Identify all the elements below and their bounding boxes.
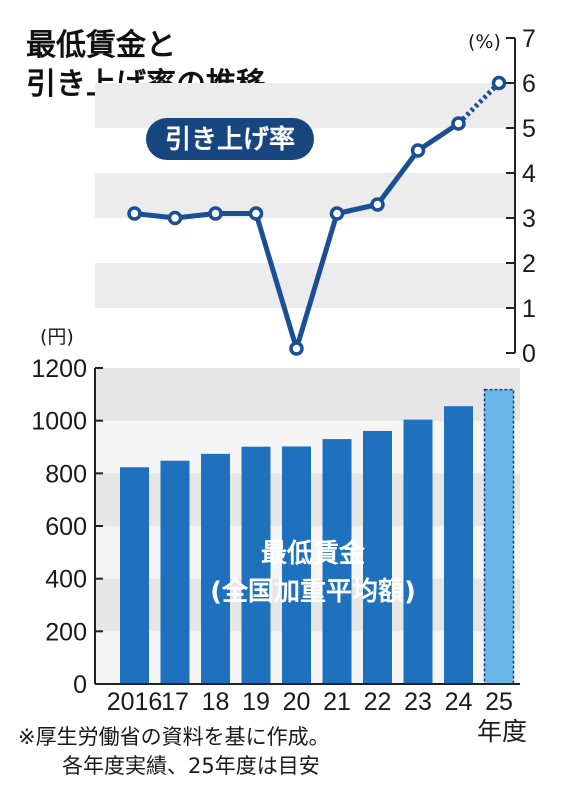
line-y-tick-label: 2 [522,250,536,278]
x-axis-label: 年度 [477,718,527,746]
bar [120,467,149,684]
line-point [370,197,385,212]
line-y-tick-label: 6 [522,70,536,98]
line-y-tick-label: 4 [522,160,536,188]
bar [282,446,311,684]
bar [201,453,230,684]
line-point [329,206,345,221]
line-y-tick-label: 7 [522,25,536,53]
line-series [127,75,507,356]
x-tick-label: 22 [364,688,392,716]
line-point [451,116,466,131]
estimate-note: 各年度実績、25年度は目安 [62,754,320,778]
line-point [167,210,183,226]
x-tick-label: 25 [485,688,513,716]
x-tick-label: 24 [445,688,473,716]
bar-y-tick-label: 0 [73,671,87,699]
line-y-tick-label: 1 [522,295,536,323]
line-y-tick-label: 0 [522,340,536,368]
bar-y-tick-label: 200 [45,618,87,646]
line-unit-label: (%) [468,31,501,53]
line-point [248,206,264,221]
x-tick-label: 2016 [107,688,163,716]
bar-series-sublabel: (全国加重平均額) [210,576,416,607]
line-y-tick-label: 5 [522,115,536,143]
line-chart-axis: (%) 0 1 2 3 4 5 6 7 [468,25,536,368]
x-tick-label: 18 [202,688,230,716]
bar [444,406,473,684]
x-tick-label: 20 [283,688,311,716]
line-series-badge: 引き上げ率 [146,118,314,160]
x-tick-label: 23 [404,688,432,716]
line-badge-background [146,118,314,160]
bar [322,439,352,684]
line-point [491,75,507,91]
bar-y-tick-label: 1000 [31,408,87,436]
bar [363,430,392,684]
chart-title-line1: 最低賃金と [26,28,176,63]
bar-y-tick-label: 400 [45,566,87,594]
x-tick-label: 17 [161,688,189,716]
bar-chart-axis: (円) 0 200 400 600 800 1000 1200 [31,326,103,699]
bar [241,446,271,684]
bar-unit-label: (円) [40,326,74,348]
line-chart-bands [95,83,515,308]
bar-series [120,388,515,685]
line-point [127,206,142,221]
line-grid-band [95,263,515,308]
bar [160,460,190,684]
line-point [208,206,223,221]
bar-y-tick-label: 600 [45,513,87,541]
line-y-tick-label: 3 [522,205,536,233]
bar-estimate [483,388,515,685]
line-point [410,143,426,158]
bar-y-tick-label: 800 [45,460,87,488]
source-note: ※厚生労働省の資料を基に作成。 [18,725,330,749]
bar-y-tick-label: 1200 [31,355,87,383]
bar [403,419,433,684]
x-tick-label: 21 [323,688,351,716]
line-series-label: 引き上げ率 [165,124,295,155]
line-grid-band [95,173,515,218]
line-point [289,341,304,356]
bar-series-label: 最低賃金 [261,538,366,569]
x-tick-label: 19 [242,688,270,716]
